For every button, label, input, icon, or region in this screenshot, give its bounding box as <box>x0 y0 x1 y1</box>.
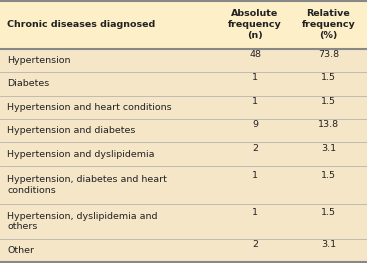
Text: 2: 2 <box>252 144 258 153</box>
Text: 3.1: 3.1 <box>321 240 336 249</box>
Text: 48: 48 <box>249 50 261 59</box>
Bar <box>0 72 367 95</box>
Bar <box>0 142 367 166</box>
Text: 1.5: 1.5 <box>321 171 336 180</box>
Text: 1: 1 <box>252 73 258 83</box>
Text: Absolute
frequency
(n): Absolute frequency (n) <box>228 9 282 40</box>
Text: Hypertension, dyslipidemia and
others: Hypertension, dyslipidemia and others <box>7 212 158 231</box>
Text: 1: 1 <box>252 171 258 180</box>
Text: 1.5: 1.5 <box>321 73 336 83</box>
Text: 1: 1 <box>252 209 258 218</box>
Text: Chronic diseases diagnosed: Chronic diseases diagnosed <box>7 20 156 29</box>
Bar <box>0 49 367 72</box>
Text: Hypertension and heart conditions: Hypertension and heart conditions <box>7 103 172 112</box>
Bar <box>0 119 367 142</box>
Text: 9: 9 <box>252 120 258 129</box>
Text: 1.5: 1.5 <box>321 97 336 106</box>
Text: Hypertension: Hypertension <box>7 56 71 65</box>
Bar <box>0 239 367 262</box>
Text: Hypertension, diabetes and heart
conditions: Hypertension, diabetes and heart conditi… <box>7 175 167 195</box>
Bar <box>0 166 367 204</box>
Text: 3.1: 3.1 <box>321 144 336 153</box>
Text: Hypertension and dyslipidemia: Hypertension and dyslipidemia <box>7 150 155 159</box>
Text: Diabetes: Diabetes <box>7 79 50 88</box>
Bar <box>0 95 367 119</box>
Text: Other: Other <box>7 246 34 255</box>
Bar <box>0 204 367 239</box>
Text: 1: 1 <box>252 97 258 106</box>
Text: Hypertension and diabetes: Hypertension and diabetes <box>7 126 136 135</box>
Text: Relative
frequency
(%): Relative frequency (%) <box>302 9 355 40</box>
Text: 1.5: 1.5 <box>321 209 336 218</box>
Text: 13.8: 13.8 <box>318 120 339 129</box>
Text: 73.8: 73.8 <box>318 50 339 59</box>
Text: 2: 2 <box>252 240 258 249</box>
Bar <box>0 1 367 49</box>
